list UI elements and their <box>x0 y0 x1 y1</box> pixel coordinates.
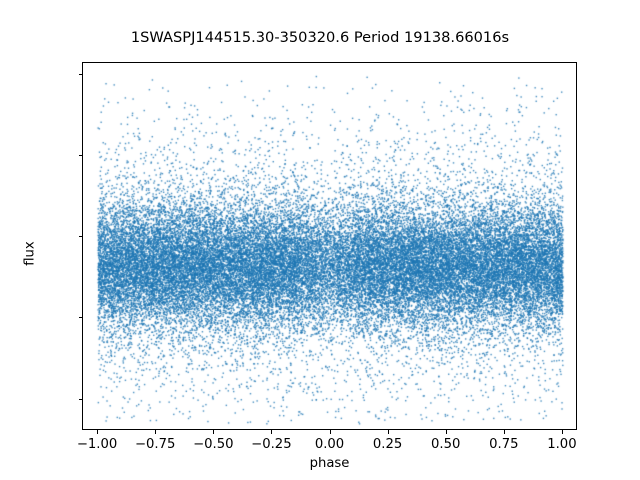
x-tick-mark <box>97 430 99 434</box>
x-tick-mark <box>213 430 215 434</box>
y-axis-label: flux <box>22 241 38 266</box>
x-tick-mark <box>387 430 389 434</box>
x-tick-label: 1.00 <box>547 437 577 452</box>
x-tick-label: −0.25 <box>251 437 292 452</box>
x-tick-label: −0.50 <box>193 437 234 452</box>
x-tick-mark <box>155 430 157 434</box>
y-tick-mark <box>78 317 82 319</box>
x-tick-mark <box>329 430 331 434</box>
x-tick-label: −1.00 <box>76 437 118 452</box>
plot-axes-area <box>82 62 577 430</box>
y-tick-mark <box>78 236 82 238</box>
x-tick-mark <box>445 430 447 434</box>
x-tick-mark <box>561 430 563 434</box>
x-tick-mark <box>503 430 505 434</box>
page-title: 1SWASPJ144515.30-350320.6 Period 19138.6… <box>130 29 510 46</box>
x-tick-mark <box>271 430 273 434</box>
y-tick-mark <box>78 154 82 156</box>
x-tick-label: −0.75 <box>134 437 176 452</box>
scatter-plot-points <box>83 63 576 429</box>
x-tick-label: 0.00 <box>314 437 345 452</box>
x-tick-label: 0.50 <box>431 437 461 452</box>
x-tick-label: 0.25 <box>372 437 403 452</box>
y-tick-mark <box>78 73 82 75</box>
y-tick-mark <box>78 398 82 400</box>
x-axis-label: phase <box>309 456 350 471</box>
x-tick-label: 0.75 <box>489 437 519 452</box>
